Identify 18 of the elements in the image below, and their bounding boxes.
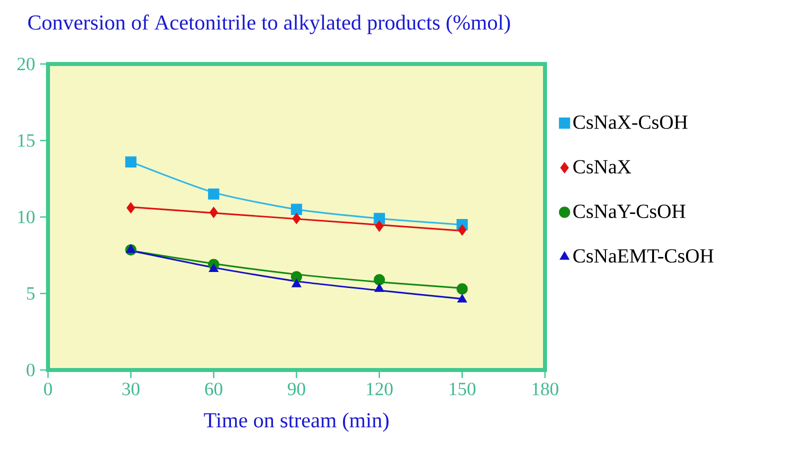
legend-label: CsNaX [573,160,632,174]
legend-label: CsNaY-CsOH [573,204,686,218]
y-tick-label: 5 [27,287,35,300]
y-tick-label: 20 [17,58,35,70]
x-axis-title: Time on stream (min) [204,412,389,432]
x-tick-label: 150 [450,382,476,396]
y-tick-label: 15 [18,134,35,147]
x-tick-label: 120 [366,382,393,396]
legend-label: CsNaX-CsOH [573,116,688,129]
legend-label: CsNaEMT-CsOH [573,249,714,263]
y-tick-label: 10 [18,210,35,224]
x-tick-label: 90 [288,382,306,396]
x-tick-label: 60 [205,382,222,396]
chart-title: Conversion of Acetonitrile to alkylated products (%mol) [28,14,510,34]
x-tick-label: 30 [122,382,140,396]
x-tick-label: 180 [532,382,558,396]
y-tick-label: 0 [26,364,35,376]
x-tick-label: 0 [44,382,52,396]
